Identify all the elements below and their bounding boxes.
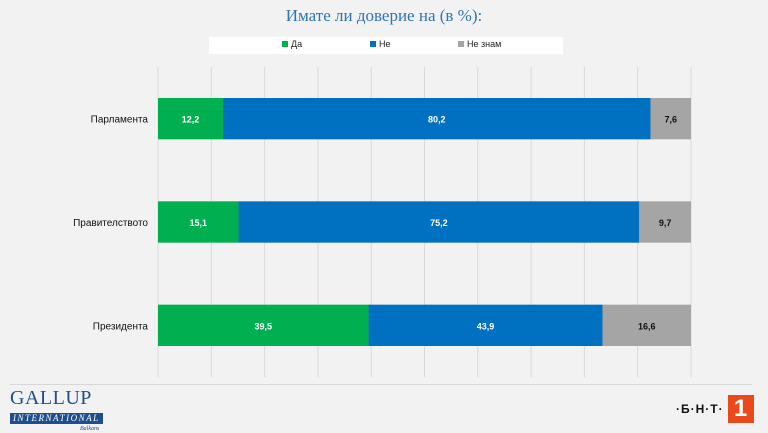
category-label: Парламента bbox=[91, 115, 149, 126]
bar-segment bbox=[223, 98, 651, 140]
data-label: 80,2 bbox=[428, 115, 446, 125]
bar-segment bbox=[158, 304, 369, 346]
data-label: 39,5 bbox=[255, 321, 273, 331]
bnt1-logo: ·Б·Н·Т· 1 bbox=[676, 395, 754, 423]
bar-segment bbox=[602, 304, 691, 346]
category-label: Правителството bbox=[73, 218, 148, 229]
category-label: Президента bbox=[93, 321, 149, 332]
data-label: 16,6 bbox=[638, 321, 656, 331]
data-label: 7,6 bbox=[664, 115, 677, 125]
gallup-logo-region: Balkans bbox=[80, 426, 100, 432]
footer-divider bbox=[10, 384, 752, 385]
gallup-logo: GALLUP INTERNATIONAL Balkans bbox=[10, 387, 120, 432]
bar-segment bbox=[238, 201, 640, 243]
bar-segment bbox=[158, 201, 239, 243]
chart-title: Имате ли доверие на (в %): bbox=[285, 6, 483, 25]
legend-swatch-ne-znam bbox=[458, 41, 464, 47]
bnt-logo-text: ·Б·Н·Т· bbox=[676, 402, 724, 416]
data-label: 75,2 bbox=[430, 218, 448, 228]
legend-label-da: Да bbox=[291, 39, 303, 49]
bar-segment bbox=[639, 201, 691, 243]
legend-label-ne: Не bbox=[379, 39, 391, 49]
bar-segment bbox=[158, 98, 224, 140]
bnt-logo-number: 1 bbox=[727, 395, 754, 423]
legend-item-ne: Не bbox=[370, 39, 391, 49]
data-label: 43,9 bbox=[477, 321, 495, 331]
legend-item-ne-znam: Не знам bbox=[458, 39, 501, 49]
bar-segment bbox=[368, 304, 603, 346]
legend-swatch-ne bbox=[370, 41, 376, 47]
gallup-logo-sub: INTERNATIONAL bbox=[10, 413, 103, 424]
legend-swatch-da bbox=[282, 41, 288, 47]
legend-item-da: Да bbox=[282, 39, 302, 49]
bar-segment bbox=[650, 98, 691, 140]
gallup-logo-main: GALLUP bbox=[10, 387, 92, 409]
legend-label-ne-znam: Не знам bbox=[467, 39, 502, 49]
data-label: 9,7 bbox=[659, 218, 672, 228]
data-label: 15,1 bbox=[189, 218, 207, 228]
chart-legend: Да Не Не знам bbox=[209, 37, 563, 54]
data-label: 12,2 bbox=[182, 115, 200, 125]
